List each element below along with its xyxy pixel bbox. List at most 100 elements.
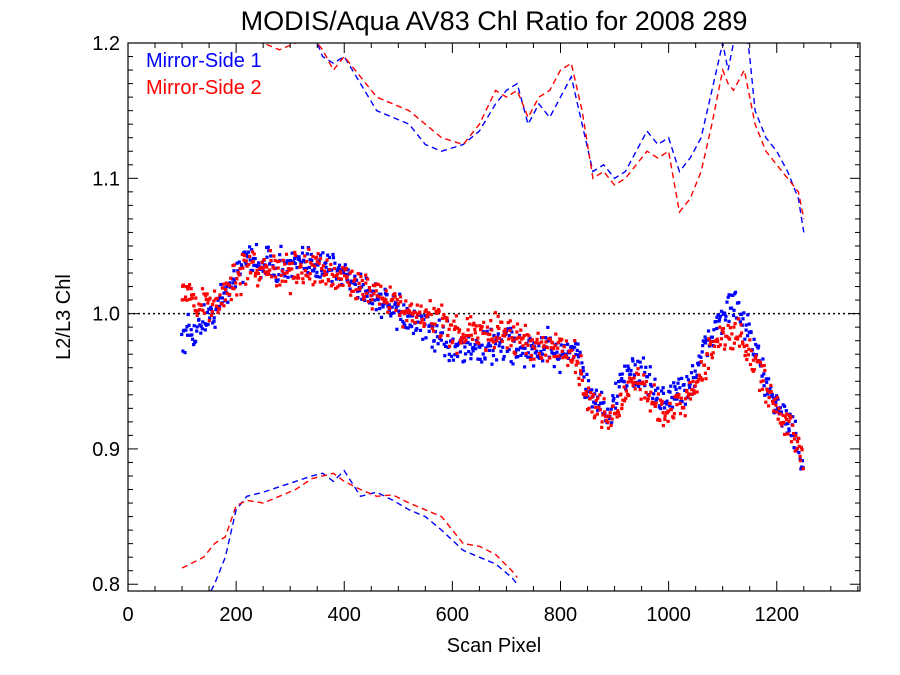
mirror-side-2-point	[449, 323, 454, 327]
mirror-side-2-point	[767, 396, 771, 400]
mirror-side-2-point	[709, 340, 713, 344]
mirror-side-1-point	[734, 316, 739, 320]
mirror-side-2-point	[452, 319, 456, 323]
mirror-side-2-point	[386, 310, 390, 314]
mirror-side-2-point	[248, 254, 252, 258]
mirror-side-1-point	[224, 289, 228, 293]
mirror-side-1-point	[361, 283, 365, 287]
mirror-side-2-point	[537, 352, 541, 356]
mirror-side-2-point	[627, 393, 631, 398]
mirror-side-2-point	[486, 338, 490, 342]
mirror-side-2-point	[589, 391, 593, 395]
mirror-side-1-point	[648, 365, 652, 369]
mirror-side-1-point	[315, 275, 319, 279]
mirror-side-2-point	[588, 397, 592, 401]
mirror-side-2-point	[346, 280, 350, 284]
mirror-side-1-point	[706, 329, 711, 333]
mirror-side-1-point	[184, 328, 188, 332]
mirror-side-1-point	[762, 384, 766, 388]
mirror-side-2-point	[238, 267, 242, 271]
mirror-side-1-point	[373, 298, 377, 302]
mirror-side-2-point	[738, 334, 742, 338]
mirror-side-1-point	[254, 243, 259, 247]
mirror-side-1-point	[410, 325, 414, 329]
mirror-side-2-point	[498, 336, 502, 340]
mirror-side-2-point	[315, 260, 319, 264]
mirror-side-1-point	[746, 313, 750, 317]
mirror-side-1-point	[300, 251, 304, 255]
mirror-side-2-point	[661, 411, 665, 415]
mirror-side-1-point	[746, 334, 750, 338]
mirror-side-1-point	[686, 378, 690, 382]
mirror-side-1-point	[279, 244, 283, 248]
mirror-side-1-point	[248, 245, 252, 249]
mirror-side-2-point	[461, 332, 465, 336]
mirror-side-2-point	[713, 344, 717, 348]
mirror-side-1-point	[444, 344, 448, 348]
mirror-side-1-point	[699, 355, 703, 359]
mirror-side-2-point	[432, 329, 436, 333]
mirror-side-2-point	[795, 440, 800, 444]
mirror-side-2-point	[707, 337, 711, 341]
mirror-side-1-point	[406, 326, 410, 330]
mirror-side-2-point	[281, 269, 285, 273]
mirror-side-2-point	[341, 283, 345, 287]
mirror-side-2-point	[751, 358, 755, 362]
mirror-side-1-point	[744, 328, 748, 332]
mirror-side-1-point	[695, 373, 699, 377]
mirror-side-2-point	[785, 412, 789, 416]
mirror-side-2-point	[275, 284, 279, 288]
mirror-side-2-point	[283, 272, 287, 276]
mirror-side-1-point	[277, 273, 281, 277]
x-tick-label: 600	[436, 604, 469, 626]
mirror-side-2-point	[646, 397, 650, 401]
mirror-side-2-point	[535, 341, 539, 345]
mirror-side-2-point	[609, 423, 613, 428]
mirror-side-2-point	[395, 298, 399, 302]
mirror-side-1-point	[433, 349, 437, 353]
mirror-side-1-point	[733, 290, 738, 294]
mirror-side-2-point	[577, 383, 581, 387]
mirror-side-1-point	[668, 390, 672, 394]
mirror-side-2-point	[370, 307, 374, 311]
mirror-side-1-point	[774, 394, 779, 398]
mirror-side-1-point	[355, 278, 359, 282]
mirror-side-1-point	[729, 293, 733, 297]
mirror-side-1-point	[301, 245, 305, 250]
mirror-side-1-point	[618, 379, 622, 383]
mirror-side-2-point	[421, 318, 425, 322]
mirror-side-1-point	[463, 345, 467, 349]
mirror-side-2-point	[445, 316, 449, 320]
mirror-side-2-point	[468, 322, 472, 326]
mirror-side-2-point	[749, 349, 753, 353]
mirror-side-2-point	[800, 448, 804, 452]
mirror-side-1-point	[703, 335, 707, 339]
mirror-side-1-point	[331, 256, 335, 260]
mirror-side-1-point	[199, 331, 203, 335]
mirror-side-1-point	[220, 296, 224, 300]
mirror-side-2-point	[206, 301, 210, 305]
mirror-side-2-point	[632, 376, 636, 380]
mirror-side-1-point	[195, 325, 199, 329]
mirror-side-1-point	[676, 381, 680, 385]
mirror-side-1-point	[535, 349, 539, 353]
mirror-side-2-point	[779, 421, 783, 425]
mirror-side-2-point	[440, 303, 444, 307]
mirror-side-2-point	[369, 294, 373, 298]
mirror-side-2-point	[489, 319, 493, 323]
mirror-side-1-point	[393, 302, 397, 307]
mirror-side-1-point	[715, 326, 719, 331]
mirror-side-2-point	[469, 333, 473, 337]
mirror-side-2-point	[204, 297, 208, 302]
mirror-side-2-point	[337, 276, 341, 280]
mirror-side-1-point	[191, 337, 195, 341]
mirror-side-1-point	[717, 319, 721, 323]
mirror-side-2-point	[459, 341, 463, 345]
mirror-side-2-point	[783, 432, 787, 436]
mirror-side-2-point	[683, 397, 688, 401]
mirror-side-1-point	[581, 366, 585, 370]
mirror-side-2-point	[608, 411, 612, 415]
mirror-side-1-point	[200, 327, 204, 331]
mirror-side-2-point	[228, 292, 232, 297]
mirror-side-2-point	[741, 342, 745, 346]
